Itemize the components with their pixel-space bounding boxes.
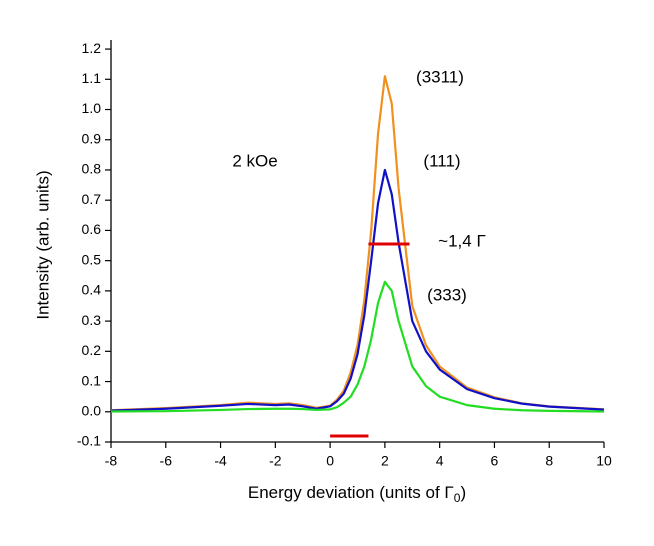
x-tick-label: 10	[596, 453, 612, 469]
x-tick-label: 2	[381, 453, 389, 469]
y-tick-label: 0.2	[82, 342, 102, 358]
x-tick-label: 4	[436, 453, 444, 469]
y-tick-label: 0.0	[82, 402, 102, 418]
x-axis-label-text: Energy deviation (units of Γ	[248, 483, 454, 502]
annotation: ~1,4 Γ	[438, 231, 486, 250]
series-line	[110, 168, 605, 412]
x-tick-label: -6	[160, 453, 173, 469]
x-tick-label: 6	[491, 453, 499, 469]
x-tick-label: 0	[326, 453, 334, 469]
x-tick-label: -2	[269, 453, 282, 469]
y-tick-label: 0.4	[82, 282, 102, 298]
y-tick-label: 1.0	[82, 100, 102, 116]
y-tick-label: 1.1	[82, 70, 102, 86]
y-tick-label: 0.6	[82, 221, 102, 237]
series-label: (333)	[427, 285, 467, 304]
y-tick-label: -0.1	[77, 433, 101, 449]
x-axis-label-sub: 0	[454, 491, 461, 505]
y-tick-label: 0.3	[82, 312, 102, 328]
x-tick-label: -8	[105, 453, 118, 469]
x-tick-label: 8	[545, 453, 553, 469]
y-tick-label: 1.2	[82, 40, 102, 56]
annotation: 2 kOe	[232, 151, 277, 170]
series-line	[110, 280, 605, 413]
series-label: (111)	[423, 151, 460, 170]
x-axis-label-suffix: )	[460, 483, 466, 502]
y-tick-label: 0.5	[82, 251, 102, 267]
y-tick-label: 0.7	[82, 191, 102, 207]
y-tick-label: 0.8	[82, 161, 102, 177]
y-axis-label: Intensity (arb. units)	[33, 170, 52, 319]
x-tick-label: -4	[214, 453, 227, 469]
y-tick-label: 0.9	[82, 130, 102, 146]
series-label: (3311)	[416, 67, 464, 86]
x-axis-label: Energy deviation (units of Γ0)	[248, 483, 466, 505]
series-line	[110, 75, 605, 412]
y-tick-label: 0.1	[82, 372, 102, 388]
